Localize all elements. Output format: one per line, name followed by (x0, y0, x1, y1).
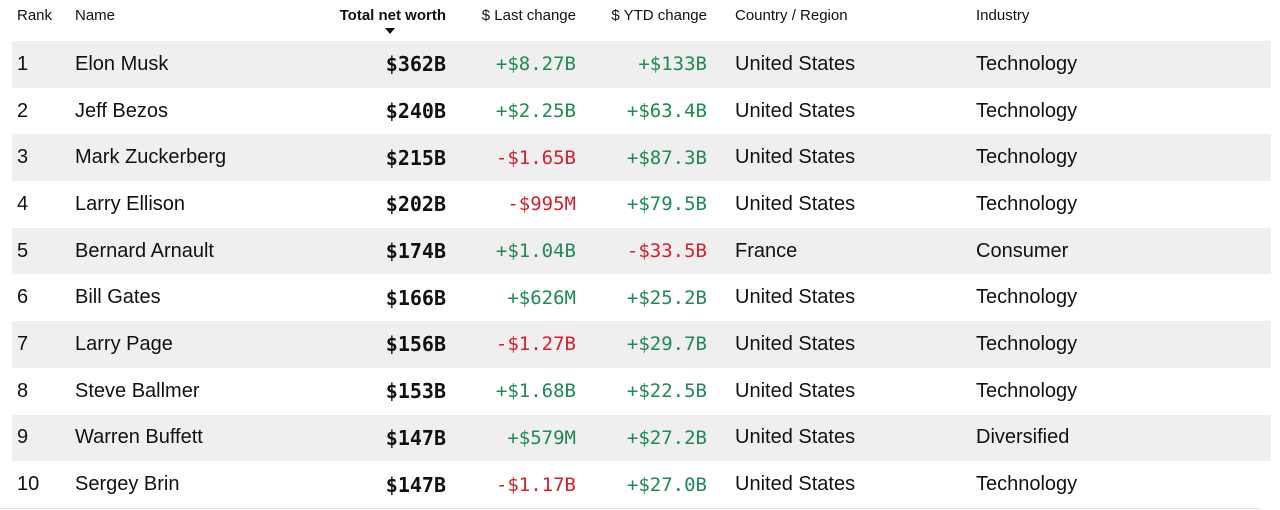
industry-cell: Technology (976, 146, 1078, 169)
last-change-cell: -$995M (507, 193, 576, 216)
industry-cell: Technology (976, 332, 1078, 355)
rank-cell: 2 (17, 99, 29, 122)
country-cell: United States (735, 286, 856, 309)
industry-cell: Technology (976, 192, 1078, 215)
last-change-cell: -$1.27B (495, 333, 576, 356)
last-change-cell: -$1.65B (495, 146, 576, 169)
country-cell: United States (735, 192, 856, 215)
ytd-change-cell: +$29.7B (626, 333, 707, 356)
name-cell[interactable]: Jeff Bezos (75, 99, 169, 122)
last-change-cell: +$1.68B (495, 380, 576, 403)
net-worth-cell: $156B (385, 332, 446, 357)
net-worth-cell: $202B (385, 192, 446, 217)
rank-cell: 1 (17, 52, 29, 75)
ytd-change-cell: +$22.5B (626, 380, 707, 403)
rank-cell: 9 (17, 426, 29, 449)
country-cell: United States (735, 332, 856, 355)
ytd-change-cell: -$33.5B (626, 240, 707, 263)
table-row[interactable]: 2 Jeff Bezos $240B +$2.25B +$63.4B United Sta… (12, 88, 1271, 135)
name-cell[interactable]: Steve Ballmer (75, 379, 200, 402)
ytd-change-cell: +$27.0B (626, 473, 707, 496)
table-row[interactable]: 3 Mark Zuckerberg $215B -$1.65B +$87.3B Unite… (12, 134, 1271, 182)
last-change-cell: +$8.27B (495, 53, 576, 76)
table-body: 1 Elon Musk $362B +$8.27B +$133B United State… (12, 41, 1271, 508)
ytd-change-cell: +$133B (638, 53, 707, 76)
rank-cell: 8 (17, 379, 29, 402)
rank-cell: 6 (17, 286, 29, 309)
ytd-change-cell: +$79.5B (626, 193, 707, 216)
last-change-cell: +$1.04B (495, 240, 576, 263)
ytd-change-cell: +$25.2B (626, 286, 707, 309)
table-row[interactable]: 4 Larry Ellison $202B -$995M +$79.5B United S… (12, 181, 1271, 228)
industry-cell: Technology (976, 99, 1078, 122)
name-cell[interactable]: Larry Ellison (75, 192, 186, 215)
industry-cell: Technology (976, 52, 1078, 75)
name-cell[interactable]: Bill Gates (75, 286, 161, 309)
billionaires-table: Rank Name Total net worth $ Last change … (12, 0, 1271, 508)
rank-cell: 4 (17, 192, 29, 215)
table-row[interactable]: 10 Sergey Brin $147B -$1.17B +$27.0B United S… (12, 461, 1271, 508)
country-cell: United States (735, 379, 856, 402)
table-row[interactable]: 7 Larry Page $156B -$1.27B +$29.7B United Sta… (12, 321, 1271, 368)
country-cell: United States (735, 473, 856, 496)
sort-descending-icon[interactable] (385, 28, 395, 34)
net-worth-cell: $153B (385, 379, 446, 404)
net-worth-cell: $147B (385, 472, 446, 497)
table-row[interactable]: 9 Warren Buffett $147B +$579M +$27.2B United … (12, 414, 1271, 462)
net-worth-cell: $240B (385, 99, 446, 124)
name-cell[interactable]: Mark Zuckerberg (75, 146, 227, 169)
column-header-net-worth[interactable]: Total net worth (339, 7, 446, 24)
net-worth-cell: $147B (385, 425, 446, 450)
table-row[interactable]: 8 Steve Ballmer $153B +$1.68B +$22.5B United … (12, 368, 1271, 415)
net-worth-cell: $215B (385, 145, 446, 170)
net-worth-cell: $166B (385, 285, 446, 310)
name-cell[interactable]: Sergey Brin (75, 473, 180, 496)
column-header-name[interactable]: Name (75, 7, 116, 24)
table-header: Rank Name Total net worth $ Last change … (12, 0, 1271, 41)
rank-cell: 10 (17, 473, 40, 496)
name-cell[interactable]: Warren Buffett (75, 426, 203, 449)
country-cell: United States (735, 99, 856, 122)
table-row[interactable]: 1 Elon Musk $362B +$8.27B +$133B United State… (12, 41, 1271, 88)
ytd-change-cell: +$63.4B (626, 100, 707, 123)
last-change-cell: +$626M (507, 286, 576, 309)
last-change-cell: +$2.25B (495, 100, 576, 123)
column-header-rank[interactable]: Rank (17, 7, 53, 24)
column-header-industry[interactable]: Industry (976, 7, 1030, 24)
column-header-country[interactable]: Country / Region (735, 7, 848, 24)
rank-cell: 7 (17, 332, 29, 355)
industry-cell: Diversified (976, 426, 1070, 449)
name-cell[interactable]: Elon Musk (75, 52, 169, 75)
table-bottom-divider (0, 508, 1259, 509)
column-header-last-change[interactable]: $ Last change (481, 7, 576, 24)
country-cell: France (735, 239, 798, 262)
table-row[interactable]: 6 Bill Gates $166B +$626M +$25.2B United Stat… (12, 274, 1271, 321)
industry-cell: Technology (976, 286, 1078, 309)
industry-cell: Technology (976, 473, 1078, 496)
industry-cell: Technology (976, 379, 1078, 402)
country-cell: United States (735, 146, 856, 169)
table-row[interactable]: 5 Bernard Arnault $174B +$1.04B -$33.5B Franc… (12, 227, 1271, 275)
name-cell[interactable]: Bernard Arnault (75, 239, 214, 262)
column-header-ytd-change[interactable]: $ YTD change (611, 7, 707, 24)
net-worth-cell: $174B (385, 239, 446, 264)
industry-cell: Consumer (976, 239, 1069, 262)
rank-cell: 5 (17, 239, 29, 262)
ytd-change-cell: +$87.3B (626, 146, 707, 169)
country-cell: United States (735, 426, 856, 449)
rank-cell: 3 (17, 146, 29, 169)
country-cell: United States (735, 52, 856, 75)
name-cell[interactable]: Larry Page (75, 332, 173, 355)
last-change-cell: +$579M (507, 426, 576, 449)
last-change-cell: -$1.17B (495, 473, 576, 496)
net-worth-cell: $362B (385, 52, 446, 77)
ytd-change-cell: +$27.2B (626, 426, 707, 449)
